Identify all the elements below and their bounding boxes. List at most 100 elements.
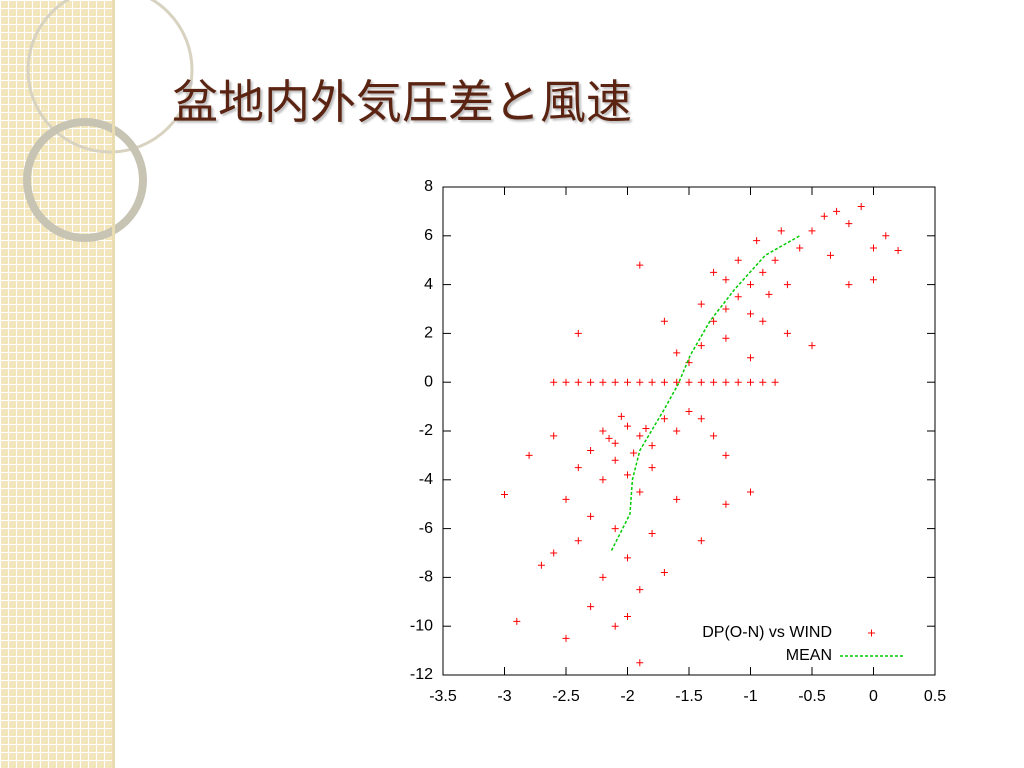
scatter-point xyxy=(574,537,582,545)
scatter-point xyxy=(550,432,558,440)
scatter-point xyxy=(747,354,754,362)
scatter-point xyxy=(673,378,681,386)
scatter-point xyxy=(765,290,773,298)
x-tick-label: -3.5 xyxy=(429,688,457,705)
scatter-point xyxy=(783,281,791,289)
scatter-point xyxy=(808,342,816,350)
x-tick-label: 0 xyxy=(869,688,878,705)
y-tick-label: -2 xyxy=(419,422,433,439)
scatter-point xyxy=(734,293,742,301)
scatter-point xyxy=(777,227,785,235)
scatter-point xyxy=(611,439,619,447)
scatter-point xyxy=(820,212,828,220)
scatter-point xyxy=(605,434,613,442)
scatter-point xyxy=(845,281,853,289)
plot-frame xyxy=(442,186,936,676)
scatter-point xyxy=(587,603,595,611)
scatter-point xyxy=(648,442,656,450)
scatter-point xyxy=(624,471,631,479)
x-tick-label: -1.5 xyxy=(675,688,703,705)
scatter-point xyxy=(660,415,668,423)
scatter-point xyxy=(722,276,730,284)
scatter-point xyxy=(796,244,804,252)
scatter-point xyxy=(611,622,619,630)
scatter-point xyxy=(697,537,705,545)
decor-edge xyxy=(112,0,115,768)
scatter-point xyxy=(642,425,650,433)
scatter-point xyxy=(722,500,730,508)
scatter-point xyxy=(550,378,558,386)
scatter-point xyxy=(894,246,902,254)
scatter-point xyxy=(562,634,570,642)
decor-circle xyxy=(23,118,147,242)
slide-title: 盆地内外気圧差と風速 xyxy=(172,75,632,129)
scatter-point xyxy=(648,529,656,537)
mean-line xyxy=(610,235,801,551)
scatter-point xyxy=(710,268,718,276)
scatter-point xyxy=(747,310,754,318)
x-tick-label: -3 xyxy=(497,688,511,705)
scatter-point xyxy=(753,237,761,245)
scatter-point xyxy=(759,378,767,386)
scatter-point xyxy=(722,451,730,459)
scatter-point xyxy=(574,329,582,337)
scatter-point xyxy=(722,305,730,313)
scatter-point xyxy=(599,378,607,386)
scatter-point xyxy=(636,261,644,269)
scatter-point xyxy=(747,378,754,386)
scatter-point xyxy=(599,427,607,435)
scatter-point xyxy=(771,378,779,386)
scatter-point xyxy=(747,281,754,289)
scatter-point xyxy=(826,251,834,259)
scatter-point xyxy=(660,317,668,325)
scatter-point xyxy=(673,495,681,503)
scatter-point xyxy=(648,464,656,472)
x-tick-label: -2.5 xyxy=(552,688,580,705)
scatter-point xyxy=(697,342,705,350)
scatter-point xyxy=(783,329,791,337)
scatter-point xyxy=(685,407,693,415)
y-tick-label: 6 xyxy=(424,227,433,244)
scatter-point xyxy=(771,256,779,264)
scatter-point xyxy=(747,488,754,496)
x-tick-label: -0.5 xyxy=(798,688,826,705)
scatter-point xyxy=(636,488,644,496)
scatter-point xyxy=(697,300,705,308)
scatter-point xyxy=(587,447,595,455)
y-tick-label: -12 xyxy=(410,666,433,683)
scatter-point xyxy=(525,451,533,459)
scatter-point xyxy=(624,612,631,620)
scatter-point xyxy=(624,554,631,562)
y-tick-label: -4 xyxy=(419,471,433,488)
scatter-point xyxy=(574,378,582,386)
y-tick-label: 4 xyxy=(424,276,433,293)
scatter-point xyxy=(617,412,625,420)
y-tick-label: 2 xyxy=(424,325,433,342)
legend-label: DP(O-N) vs WIND xyxy=(702,624,832,641)
scatter-point xyxy=(685,378,693,386)
scatter-point xyxy=(697,415,705,423)
scatter-point xyxy=(710,378,718,386)
scatter-point xyxy=(734,256,742,264)
scatter-point xyxy=(648,378,656,386)
scatter-point xyxy=(599,476,607,484)
scatter-point xyxy=(501,490,508,498)
scatter-point xyxy=(734,378,742,386)
scatter-point xyxy=(722,334,730,342)
y-tick-label: 0 xyxy=(424,373,433,390)
scatter-point xyxy=(537,561,545,569)
scatter-point xyxy=(636,659,644,667)
scatter-point xyxy=(562,495,570,503)
scatter-point xyxy=(808,227,816,235)
scatter-point xyxy=(611,378,619,386)
x-tick-label: 0.5 xyxy=(924,688,946,705)
scatter-point xyxy=(673,427,681,435)
scatter-point xyxy=(759,268,767,276)
scatter-point xyxy=(550,549,558,557)
scatter-point xyxy=(697,378,705,386)
scatter-point xyxy=(636,432,644,440)
scatter-point xyxy=(710,317,718,325)
scatter-point xyxy=(673,349,681,357)
